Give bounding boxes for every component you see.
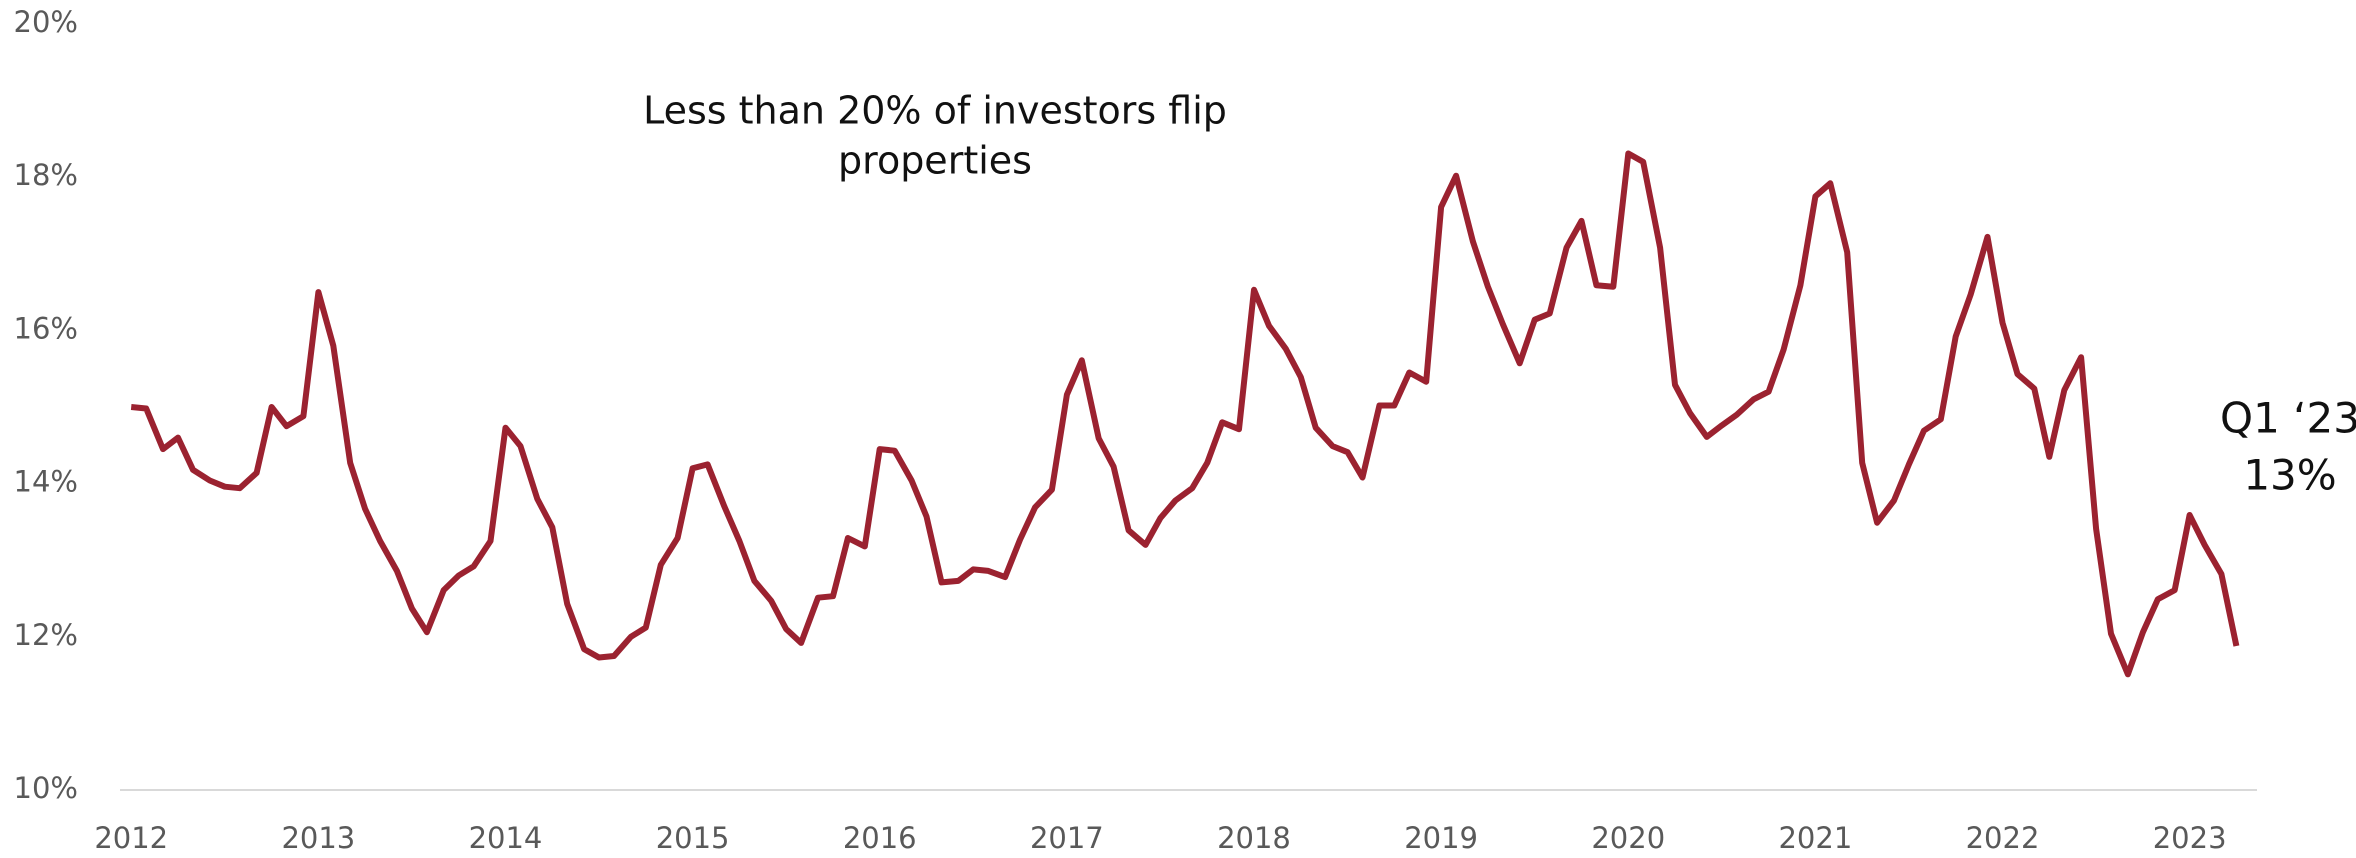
y-tick-label: 16% xyxy=(14,311,78,345)
y-tick-label: 20% xyxy=(14,5,78,39)
x-tick-label: 2020 xyxy=(1591,821,1665,855)
end-label: Q1 ‘23 xyxy=(2220,394,2356,443)
y-tick-label: 14% xyxy=(14,465,78,499)
x-tick-label: 2014 xyxy=(469,821,543,855)
x-tick-label: 2018 xyxy=(1217,821,1291,855)
x-tick-label: 2016 xyxy=(843,821,917,855)
x-tick-label: 2019 xyxy=(1404,821,1478,855)
end-label: 13% xyxy=(2243,451,2336,500)
y-tick-label: 12% xyxy=(14,618,78,652)
annotation: properties xyxy=(838,139,1032,183)
x-tick-label: 2013 xyxy=(281,821,355,855)
x-tick-label: 2015 xyxy=(656,821,730,855)
x-tick-label: 2023 xyxy=(2153,821,2227,855)
x-tick-label: 2012 xyxy=(94,821,168,855)
x-tick-label: 2022 xyxy=(1966,821,2040,855)
x-tick-label: 2017 xyxy=(1030,821,1104,855)
line-series xyxy=(130,150,2240,678)
annotation: Less than 20% of investors flip xyxy=(643,89,1227,133)
y-tick-label: 18% xyxy=(14,158,78,192)
x-tick-label: 2021 xyxy=(1778,821,1852,855)
y-tick-label: 10% xyxy=(14,771,78,805)
